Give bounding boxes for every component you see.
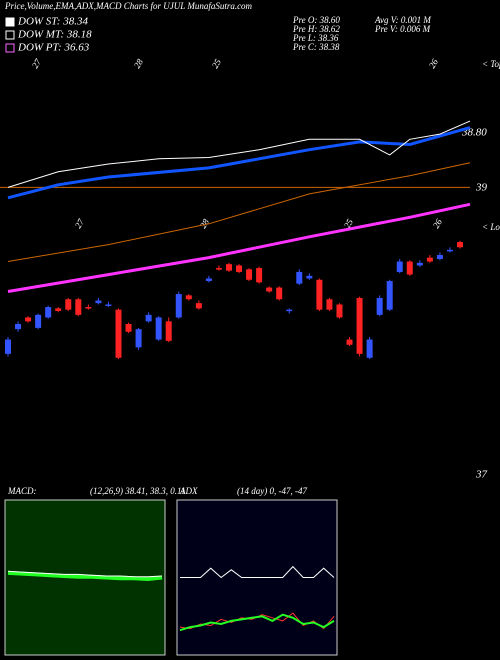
candle-body — [266, 287, 273, 292]
info-label: Pre C: 38.38 — [292, 42, 340, 52]
candle-body — [115, 309, 122, 358]
candle-body — [416, 262, 423, 266]
indicator-line — [180, 565, 335, 579]
candle-body — [175, 294, 182, 318]
candle-body — [35, 314, 42, 328]
candle-body — [75, 299, 82, 315]
info-label: Pre L: 38.36 — [292, 33, 339, 43]
candle-body — [135, 329, 142, 348]
legend-swatch — [5, 43, 15, 53]
candle-body — [105, 304, 112, 306]
candle-body — [346, 339, 353, 345]
info-label: Pre H: 38.62 — [292, 24, 340, 34]
panel-subtitle: (14 day) 0, -47, -47 — [237, 486, 307, 496]
panel-subtitle: (12,26,9) 38.41, 38.3, 0.11 — [90, 486, 185, 496]
indicator-line — [7, 202, 471, 293]
candle-body — [85, 307, 92, 309]
candle-body — [457, 242, 463, 248]
legend-swatch — [5, 17, 15, 27]
info-label: Avg V: 0.001 M — [374, 15, 431, 25]
candle-body — [195, 303, 202, 309]
candle-body — [236, 265, 243, 272]
indicator-line — [7, 126, 471, 200]
candle-body — [386, 281, 393, 310]
candle-body — [246, 269, 253, 280]
candle-body — [426, 257, 433, 262]
legend-label: DOW PT: 36.63 — [17, 42, 90, 54]
candle-body — [155, 317, 162, 340]
indicator-line — [7, 570, 163, 578]
candle-body — [306, 275, 313, 279]
candle-body — [165, 321, 172, 341]
indicator-line — [7, 570, 163, 582]
candle-body — [276, 287, 283, 300]
candle-body — [256, 268, 263, 283]
candle-body — [215, 268, 222, 270]
candle-body — [316, 279, 323, 310]
legend-label: DOW MT: 38.18 — [17, 29, 92, 41]
panel-title: ADX — [179, 486, 198, 496]
candle-body — [356, 297, 363, 354]
candle-body — [25, 317, 32, 322]
candle-body — [296, 271, 303, 284]
candle-body — [286, 309, 293, 312]
candle-body — [406, 261, 413, 275]
candle-body — [145, 314, 152, 322]
legend-swatch — [5, 30, 15, 40]
price-label: 39 — [475, 182, 488, 194]
candle-body — [376, 297, 383, 315]
candle-body — [65, 299, 72, 310]
candle-body — [366, 339, 373, 358]
candle-body — [125, 323, 132, 332]
price-label: 37 — [475, 469, 488, 481]
candle-body — [185, 295, 192, 300]
indicator-line — [7, 120, 471, 188]
candle-body — [205, 278, 212, 282]
candle-body — [396, 261, 403, 272]
candle-body — [45, 307, 52, 318]
side-label: < Lows — [482, 222, 500, 232]
info-label: Pre V: 0.006 M — [374, 24, 431, 34]
panel-title: MACD: — [7, 486, 37, 496]
candle-body — [95, 300, 102, 304]
candle-body — [326, 299, 333, 310]
chart-title: Price,Volume,EMA,ADX,MACD Charts for UJU… — [4, 1, 253, 11]
candle-body — [15, 323, 22, 330]
indicator-line — [179, 613, 335, 632]
candle-body — [55, 308, 62, 311]
candle-body — [336, 304, 343, 318]
candle-body — [436, 255, 443, 259]
candle-body — [446, 249, 453, 252]
info-label: Pre O: 38.60 — [292, 15, 340, 25]
indicator-line — [7, 162, 471, 262]
legend-label: DOW ST: 38.34 — [17, 16, 88, 28]
candle-body — [5, 339, 11, 354]
candle-body — [225, 264, 232, 271]
side-label: < Tops — [482, 59, 500, 69]
